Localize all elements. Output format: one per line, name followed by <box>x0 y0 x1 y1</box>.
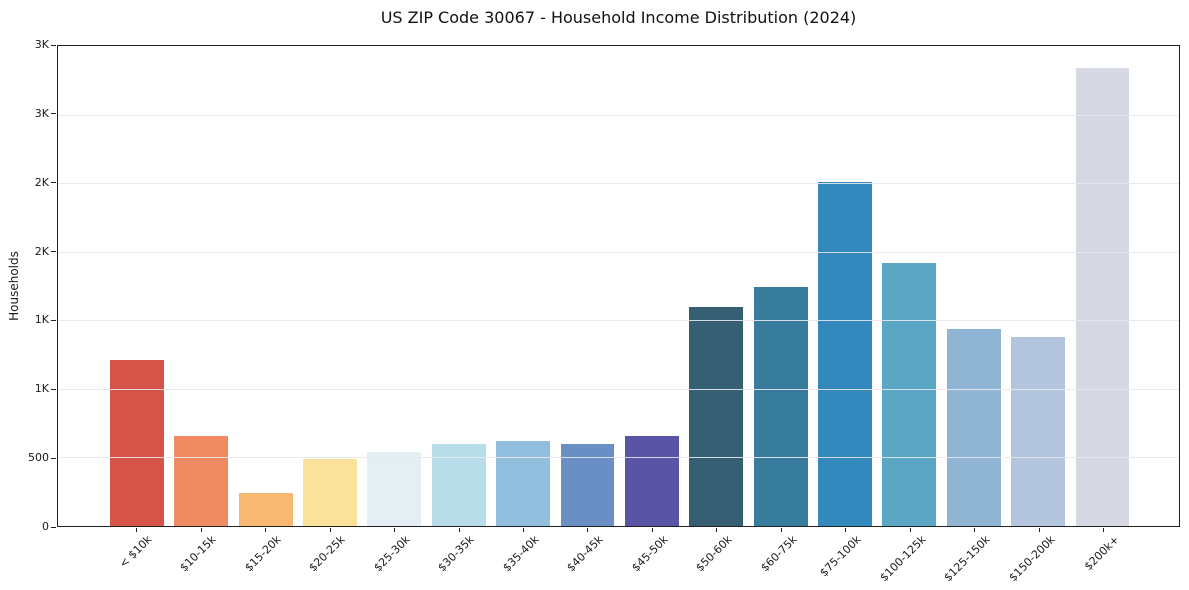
y-tick-mark <box>51 113 56 115</box>
bar-15 <box>1075 67 1130 526</box>
x-tick-mark <box>136 528 138 532</box>
bar-9 <box>689 306 744 526</box>
x-tick-mark <box>651 528 653 532</box>
bars-layer <box>58 46 1179 526</box>
bar-8 <box>624 436 679 526</box>
x-tick-mark <box>780 528 782 532</box>
bar-12 <box>882 263 937 526</box>
bar-2 <box>238 493 293 526</box>
x-tick-mark <box>265 528 267 532</box>
y-tick-mark <box>51 388 56 390</box>
x-tick-mark <box>458 528 460 532</box>
y-tick-label: 1K <box>34 313 49 327</box>
y-tick-mark <box>51 251 56 253</box>
x-tick-mark <box>587 528 589 532</box>
plot-area <box>57 45 1180 527</box>
x-tick-mark <box>329 528 331 532</box>
bar-13 <box>946 329 1001 526</box>
y-axis-label: Households <box>7 251 21 321</box>
x-tick-mark <box>1103 528 1105 532</box>
bar-0 <box>109 360 164 526</box>
chart-title: US ZIP Code 30067 - Household Income Dis… <box>380 8 857 27</box>
x-tick-mark <box>394 528 396 532</box>
y-tick-mark <box>51 182 56 184</box>
y-tick-mark <box>51 526 56 528</box>
x-tick-mark <box>1038 528 1040 532</box>
x-tick-mark <box>909 528 911 532</box>
bar-6 <box>496 440 551 526</box>
y-tick-mark <box>51 319 56 321</box>
y-tick-label: 3K <box>34 106 49 120</box>
bar-11 <box>818 181 872 526</box>
x-tick-mark <box>845 528 847 532</box>
y-tick-label: 500 <box>28 451 49 465</box>
y-tick-mark <box>51 457 56 459</box>
x-tick-mark <box>716 528 718 532</box>
x-tick-mark <box>200 528 202 532</box>
bar-1 <box>174 435 229 526</box>
y-tick-label: 0 <box>42 520 49 533</box>
y-tick-label: 1K <box>34 382 49 396</box>
bar-4 <box>367 451 422 526</box>
y-tick-label: 2K <box>34 244 49 258</box>
x-tick-mark <box>523 528 524 532</box>
bar-7 <box>560 443 615 526</box>
bar-5 <box>431 444 486 526</box>
bar-3 <box>303 458 357 526</box>
x-tick-mark <box>974 528 976 532</box>
bar-10 <box>753 286 808 526</box>
y-tick-label: 2K <box>34 175 49 189</box>
y-tick-label: 3K <box>34 38 49 51</box>
bar-14 <box>1011 337 1066 526</box>
y-tick-mark <box>51 44 56 46</box>
